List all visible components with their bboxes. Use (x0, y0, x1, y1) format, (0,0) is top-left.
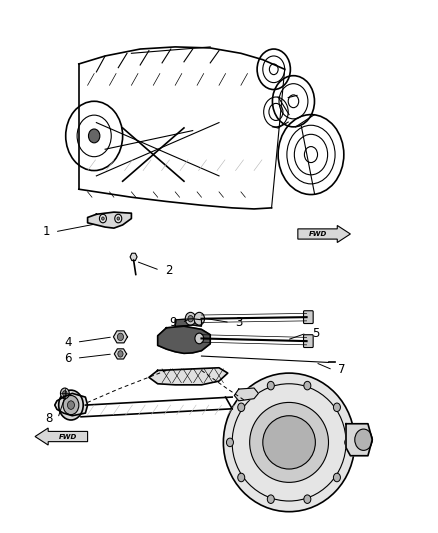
Ellipse shape (223, 373, 355, 512)
Text: 6: 6 (64, 352, 72, 365)
Text: 5: 5 (312, 327, 319, 340)
Polygon shape (113, 331, 127, 343)
Circle shape (117, 333, 124, 341)
Text: 2: 2 (165, 264, 173, 277)
Polygon shape (88, 212, 131, 228)
Circle shape (238, 403, 245, 411)
Circle shape (185, 312, 196, 325)
Text: FWD: FWD (309, 231, 327, 237)
Circle shape (194, 312, 205, 325)
Circle shape (345, 438, 352, 447)
Circle shape (88, 129, 100, 143)
Circle shape (304, 381, 311, 390)
Circle shape (238, 473, 245, 482)
Polygon shape (298, 225, 350, 243)
Ellipse shape (263, 416, 315, 469)
Circle shape (188, 316, 193, 322)
Circle shape (99, 214, 106, 223)
Circle shape (118, 351, 123, 357)
Polygon shape (234, 388, 258, 401)
Circle shape (355, 429, 372, 450)
Circle shape (267, 495, 274, 504)
Polygon shape (158, 326, 210, 353)
Circle shape (67, 401, 74, 409)
Circle shape (59, 390, 83, 420)
Text: 3: 3 (235, 316, 242, 329)
Circle shape (102, 217, 104, 220)
Text: 9: 9 (169, 316, 177, 329)
Circle shape (60, 388, 69, 399)
Text: 1: 1 (42, 225, 50, 238)
Polygon shape (346, 424, 372, 456)
Text: 8: 8 (46, 412, 53, 425)
Circle shape (304, 495, 311, 504)
Circle shape (195, 333, 204, 344)
Ellipse shape (250, 402, 328, 482)
Circle shape (117, 217, 120, 220)
Circle shape (226, 438, 233, 447)
Text: FWD: FWD (59, 433, 77, 440)
FancyBboxPatch shape (304, 311, 313, 324)
Polygon shape (175, 319, 201, 326)
Text: 7: 7 (338, 364, 346, 376)
Polygon shape (35, 428, 88, 445)
Polygon shape (149, 368, 228, 385)
Circle shape (333, 473, 340, 482)
Circle shape (63, 395, 79, 415)
Circle shape (267, 381, 274, 390)
Circle shape (63, 391, 67, 396)
FancyBboxPatch shape (304, 335, 313, 348)
Polygon shape (130, 253, 137, 261)
Polygon shape (55, 393, 88, 416)
Text: 4: 4 (64, 336, 72, 349)
Circle shape (115, 214, 122, 223)
Polygon shape (114, 349, 127, 359)
Circle shape (333, 403, 340, 411)
